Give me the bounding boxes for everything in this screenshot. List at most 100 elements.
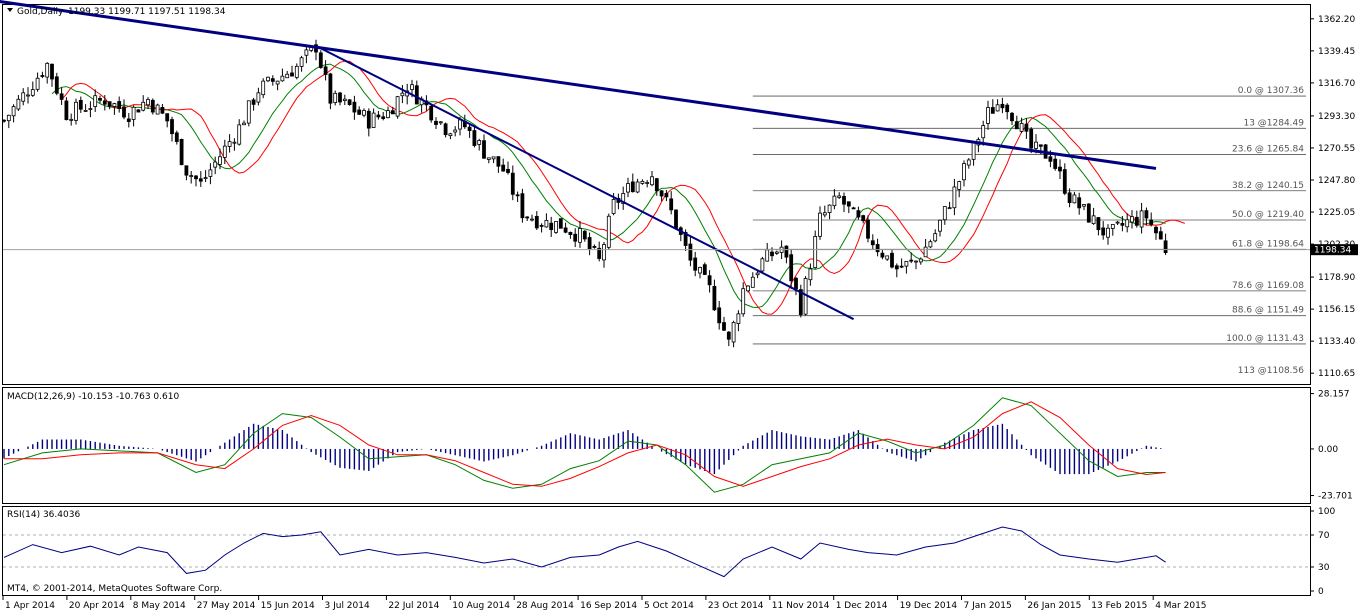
candle-body	[1120, 223, 1125, 226]
candle-body	[174, 132, 179, 142]
candle-body	[347, 99, 352, 105]
candle-body	[1029, 128, 1034, 149]
candle-body	[971, 141, 976, 160]
candle-body	[702, 264, 707, 275]
candle-body	[1019, 122, 1024, 132]
candle-body	[890, 252, 894, 268]
candle-body	[1144, 210, 1149, 219]
symbol-title: Gold,Daily	[17, 7, 64, 17]
candle-body	[899, 265, 904, 268]
candle-body	[938, 219, 942, 232]
candle-body	[880, 252, 885, 258]
candle-body	[342, 98, 347, 101]
candle-body	[1000, 103, 1005, 109]
candle-body	[606, 215, 611, 248]
candle-body	[798, 289, 803, 315]
candle-body	[429, 105, 434, 121]
candle-body	[376, 114, 381, 118]
panel-menu-icon[interactable]	[7, 8, 13, 12]
candle-body	[510, 172, 515, 195]
candle-body	[160, 106, 165, 114]
price-tick-label: 1133.40	[1318, 337, 1355, 347]
candle-body	[592, 246, 597, 248]
candle-body	[448, 133, 453, 137]
candle-body	[582, 230, 587, 240]
candle-body	[952, 186, 957, 209]
fibonacci-retracement: 0.0 @ 1307.36 13 @1284.49 23.6 @ 1265.84 38…	[752, 86, 1306, 376]
candle-body	[400, 92, 405, 97]
candle-body	[1130, 216, 1134, 223]
candle-body	[218, 156, 222, 165]
candle-body	[554, 221, 558, 233]
candle-body	[626, 183, 630, 193]
rsi-tick-label: 30	[1318, 563, 1330, 573]
candle-body	[11, 106, 16, 117]
candle-body	[35, 77, 40, 90]
candle-body	[1106, 227, 1110, 238]
date-tick-label: 15 Jun 2014	[261, 601, 315, 611]
candle-body	[1077, 197, 1082, 209]
candle-body	[453, 129, 458, 133]
fib-level-label: 13 @1284.49	[1243, 118, 1304, 128]
candle-body	[93, 95, 98, 107]
rsi-tick-label: 100	[1318, 507, 1335, 517]
candle-body	[563, 227, 568, 233]
candle-body	[107, 101, 112, 107]
candle-body	[654, 178, 659, 192]
candle-body	[683, 231, 688, 246]
candle-body	[194, 175, 198, 180]
candle-body	[813, 235, 818, 268]
candle-body	[986, 107, 990, 124]
fib-level-label: 23.6 @ 1265.84	[1232, 145, 1304, 155]
candle-body	[842, 196, 846, 205]
candle-body	[338, 92, 342, 103]
candle-body	[645, 182, 650, 184]
candle-body	[438, 121, 443, 124]
macd-axis: 28.157 0.00 -23.701	[1310, 390, 1353, 502]
candle-body	[102, 100, 107, 105]
macd-tick-label: -23.701	[1318, 492, 1353, 502]
candle-body	[765, 249, 770, 262]
candle-body	[1072, 194, 1077, 204]
candle-body	[1091, 215, 1096, 225]
price-axis: 1362.20 1339.45 1316.70 1293.30 1270.55 1247.…	[1310, 15, 1355, 379]
fib-level-label: 88.6 @ 1151.49	[1232, 306, 1304, 316]
date-axis: 1 Apr 2014 20 Apr 2014 8 May 2014 27 May 20…	[2, 596, 1207, 611]
candle-body	[1115, 221, 1120, 224]
candle-body	[851, 207, 856, 210]
candle-body	[597, 247, 602, 259]
candle-body	[40, 75, 45, 77]
candle-body	[2, 119, 6, 122]
candle-body	[381, 116, 386, 119]
candle-body	[870, 240, 875, 246]
candle-body	[573, 233, 578, 242]
candle-body	[78, 99, 83, 110]
candle-body	[549, 222, 554, 230]
candle-body	[990, 107, 995, 114]
date-tick-label: 13 Feb 2015	[1091, 601, 1147, 611]
candle-body	[136, 109, 141, 113]
date-tick-label: 1 Dec 2014	[836, 601, 888, 611]
candle-body	[1048, 156, 1053, 162]
candle-body	[650, 176, 654, 186]
candle-body	[669, 198, 674, 211]
candle-body	[266, 76, 270, 82]
candle-body	[1086, 203, 1091, 223]
candle-body	[50, 63, 54, 80]
candle-body	[275, 80, 280, 85]
date-tick-label: 5 Oct 2014	[644, 601, 694, 611]
candle-body	[707, 275, 712, 286]
candle-body	[414, 85, 419, 105]
price-tick-label: 1247.80	[1318, 176, 1355, 186]
candle-body	[942, 206, 947, 221]
candle-body	[486, 157, 491, 160]
candle-body	[635, 181, 640, 193]
current-price-badge	[1311, 244, 1358, 256]
candle-body	[222, 145, 227, 158]
candle-body	[688, 243, 693, 261]
candle-body	[1101, 227, 1106, 236]
candle-body	[957, 181, 962, 190]
macd-signal-line	[4, 401, 1166, 487]
candle-body	[467, 126, 472, 131]
